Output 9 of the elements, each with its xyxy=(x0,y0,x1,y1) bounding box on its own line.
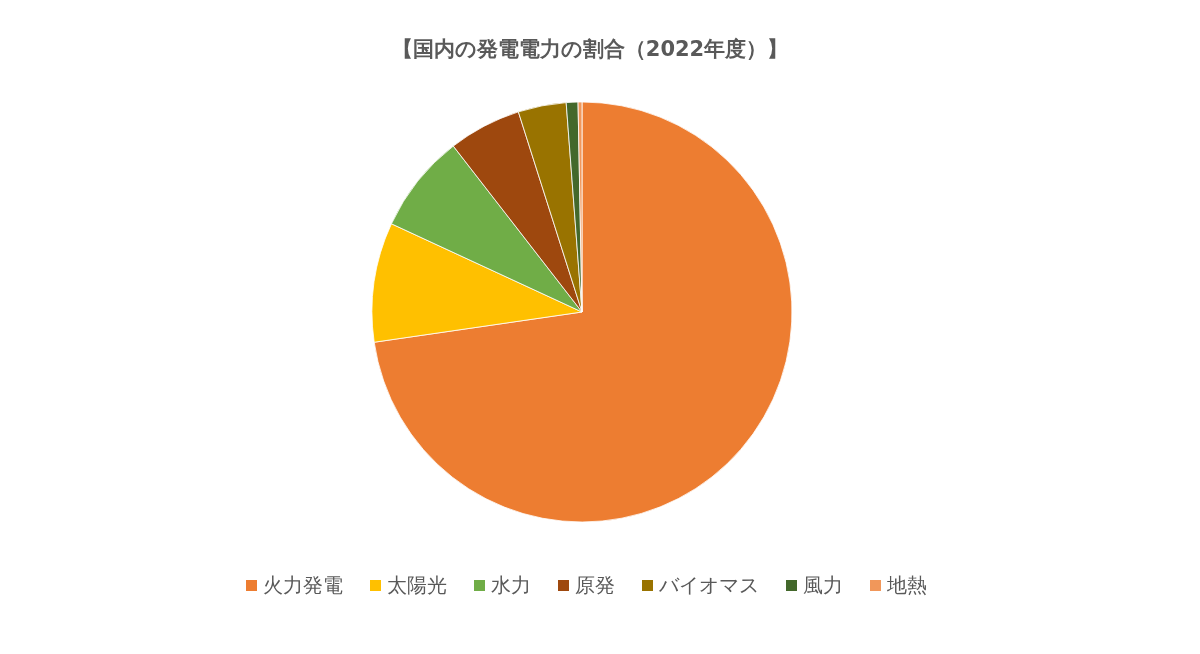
legend-label: 火力発電 xyxy=(263,572,343,597)
chart-title: 【国内の発電電力の割合（2022年度）】 xyxy=(391,37,789,61)
legend-label: 風力 xyxy=(803,572,843,597)
pie-slice xyxy=(373,101,793,523)
legend-label: 太陽光 xyxy=(387,572,447,597)
legend-label: 水力 xyxy=(491,572,531,597)
legend-label: 地熱 xyxy=(886,572,927,597)
legend-label: 原発 xyxy=(575,572,615,597)
legend-label: バイオマス xyxy=(658,572,759,597)
